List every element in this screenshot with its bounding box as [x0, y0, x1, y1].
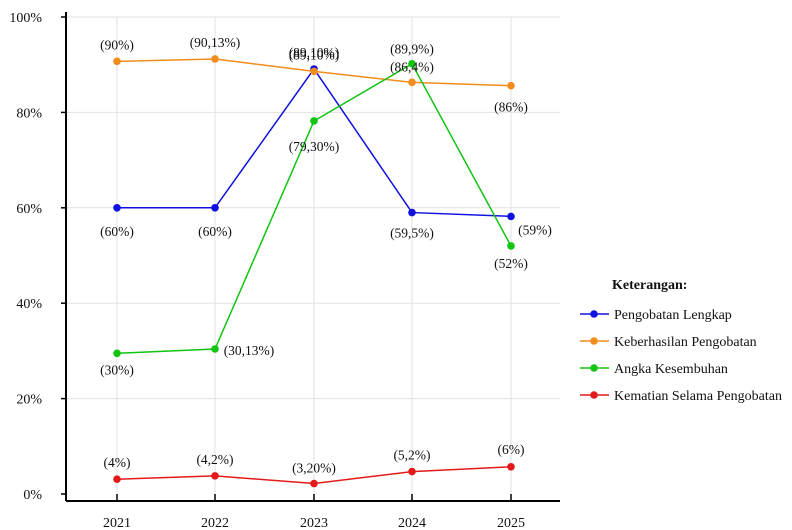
legend-label: Pengobatan Lengkap	[614, 308, 732, 323]
data-label: (89,9%)	[390, 42, 434, 57]
data-label: (60%)	[100, 224, 134, 239]
data-point	[408, 59, 416, 68]
data-label: (59%)	[518, 222, 552, 237]
data-point	[507, 212, 515, 221]
data-point	[211, 55, 219, 63]
data-point	[408, 467, 416, 476]
data-label: (90,13%)	[190, 35, 241, 50]
data-point	[408, 78, 416, 87]
data-point	[113, 475, 121, 484]
x-tick-label: 2024	[398, 516, 426, 530]
y-tick-label: 20%	[16, 393, 42, 408]
data-point	[507, 463, 515, 471]
grid-layer	[66, 16, 560, 494]
data-label: (79,30%)	[289, 139, 340, 154]
x-tick-label: 2021	[103, 516, 131, 530]
legend-marker	[590, 310, 598, 318]
data-label: (90%)	[100, 37, 134, 52]
data-point	[408, 208, 416, 217]
legend-label: Keberhasilan Pengobatan	[614, 335, 757, 350]
data-point	[310, 117, 318, 125]
x-tick-label: 2023	[300, 516, 328, 530]
data-label: (89,10%)	[289, 45, 340, 60]
data-point	[211, 472, 219, 480]
y-tick-label: 0%	[23, 488, 42, 503]
data-label: (60%)	[198, 224, 232, 239]
x-tick-labels: 2021 2022 2023 2024 2025	[103, 516, 525, 530]
legend-label: Kematian Selama Pengobatan	[614, 389, 782, 404]
data-label: (5,2%)	[393, 448, 430, 463]
y-tick-label: 100%	[9, 11, 42, 26]
data-point	[211, 345, 219, 353]
data-label: (59,5%)	[390, 226, 434, 241]
x-tick-label: 2022	[201, 516, 229, 530]
data-point	[310, 479, 318, 488]
data-label: (86,4%)	[390, 59, 434, 74]
legend-marker	[590, 391, 598, 399]
legend-label: Angka Kesembuhan	[614, 362, 728, 377]
series-layer	[113, 55, 515, 488]
data-label: (52%)	[494, 256, 528, 271]
legend: Keterangan: Pengobatan Lengkap Keberhasil…	[580, 278, 782, 404]
data-label: (30,13%)	[224, 343, 275, 358]
axes-layer	[61, 12, 560, 502]
legend-marker	[590, 364, 598, 372]
data-point	[310, 67, 318, 76]
data-label: (86%)	[494, 100, 528, 115]
data-point	[211, 204, 219, 212]
data-labels-layer: (60%) (60%) (89,10%) (59,5%) (59%) (90%) (90,1…	[100, 35, 552, 476]
data-point	[113, 57, 121, 66]
x-tick-label: 2025	[497, 516, 525, 530]
data-label: (6%)	[498, 442, 525, 457]
data-label: (4%)	[104, 455, 131, 470]
data-point	[113, 204, 121, 212]
y-tick-label: 80%	[16, 106, 42, 121]
legend-marker	[590, 337, 598, 345]
data-label: (89,10%)	[289, 47, 340, 62]
y-tick-label: 60%	[16, 202, 42, 217]
data-point	[113, 349, 121, 358]
data-label: (3,20%)	[292, 461, 336, 476]
legend-title: Keterangan:	[612, 278, 687, 293]
data-label: (30%)	[100, 362, 134, 377]
data-point	[507, 81, 515, 90]
y-tick-label: 40%	[16, 297, 42, 312]
data-label: (4,2%)	[196, 452, 233, 467]
data-point	[507, 242, 515, 250]
y-tick-labels: 0% 20% 40% 60% 80% 100%	[9, 11, 42, 503]
